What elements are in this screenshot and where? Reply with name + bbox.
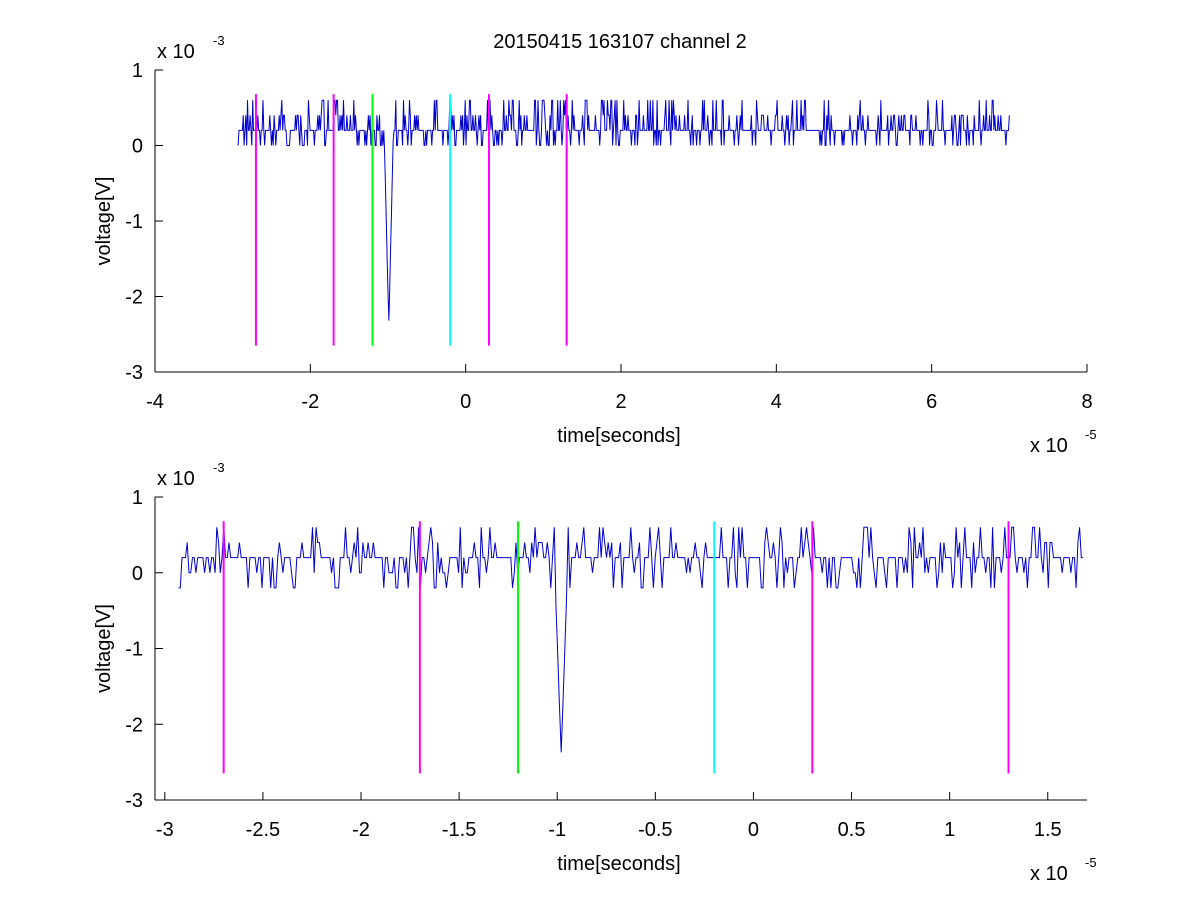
y-tick-label: 0 (132, 563, 143, 585)
x-tick-label: -4 (146, 391, 164, 413)
y-tick-label: -1 (125, 639, 143, 661)
x-tick-label: 0 (748, 819, 759, 841)
x-axis-label: time[seconds] (557, 853, 680, 875)
x-tick-label: -2 (352, 819, 370, 841)
y-tick-label: -2 (125, 287, 143, 309)
x-tick-label: 0.5 (838, 819, 866, 841)
x-scale-multiplier: x 10 (1030, 863, 1068, 885)
x-axis-label: time[seconds] (557, 425, 680, 447)
top-plot: -3 -2 -1 0 1 -4 -2 0 2 4 6 8 time[seconds] voltage[V]… (93, 33, 1097, 457)
y-tick-label: 0 (132, 136, 143, 158)
y-axis-label: voltage[V] (93, 177, 115, 266)
x-tick-label: -0.5 (638, 819, 672, 841)
x-tick-label: 1 (944, 819, 955, 841)
y-tick-label: 1 (132, 487, 143, 509)
signal-trace (237, 99, 1010, 321)
y-axis-label: voltage[V] (93, 604, 115, 693)
x-scale-multiplier: x 10 (1030, 435, 1068, 457)
x-tick-label: 6 (926, 391, 937, 413)
figure-title: 20150415 163107 channel 2 (493, 31, 747, 53)
y-scale-multiplier: x 10 (157, 468, 195, 490)
x-tick-label: -1.5 (442, 819, 476, 841)
y-tick-label: -2 (125, 714, 143, 736)
x-tick-label: -2 (301, 391, 319, 413)
y-tick-label: -3 (125, 790, 143, 812)
x-tick-label: -2.5 (246, 819, 280, 841)
bottom-plot: -3 -2 -1 0 1 -3 -2.5 -2 -1.5 -1 -0.5 0 0.5 1 1.5 time[s… (93, 460, 1097, 885)
y-tick-label: 1 (132, 60, 143, 82)
x-scale-exponent: -5 (1085, 855, 1097, 870)
x-tick-label: -1 (548, 819, 566, 841)
y-tick-label: -3 (125, 362, 143, 384)
x-tick-label: 2 (615, 391, 626, 413)
y-tick-label: -1 (125, 211, 143, 233)
x-tick-label: 4 (771, 391, 782, 413)
y-scale-multiplier: x 10 (157, 41, 195, 63)
x-scale-exponent: -5 (1085, 427, 1097, 442)
signal-trace (178, 526, 1084, 753)
y-scale-exponent: -3 (213, 460, 225, 475)
y-scale-exponent: -3 (213, 33, 225, 48)
x-tick-label: 0 (460, 391, 471, 413)
x-tick-label: 1.5 (1034, 819, 1062, 841)
x-tick-label: 8 (1081, 391, 1092, 413)
x-tick-label: -3 (156, 819, 174, 841)
